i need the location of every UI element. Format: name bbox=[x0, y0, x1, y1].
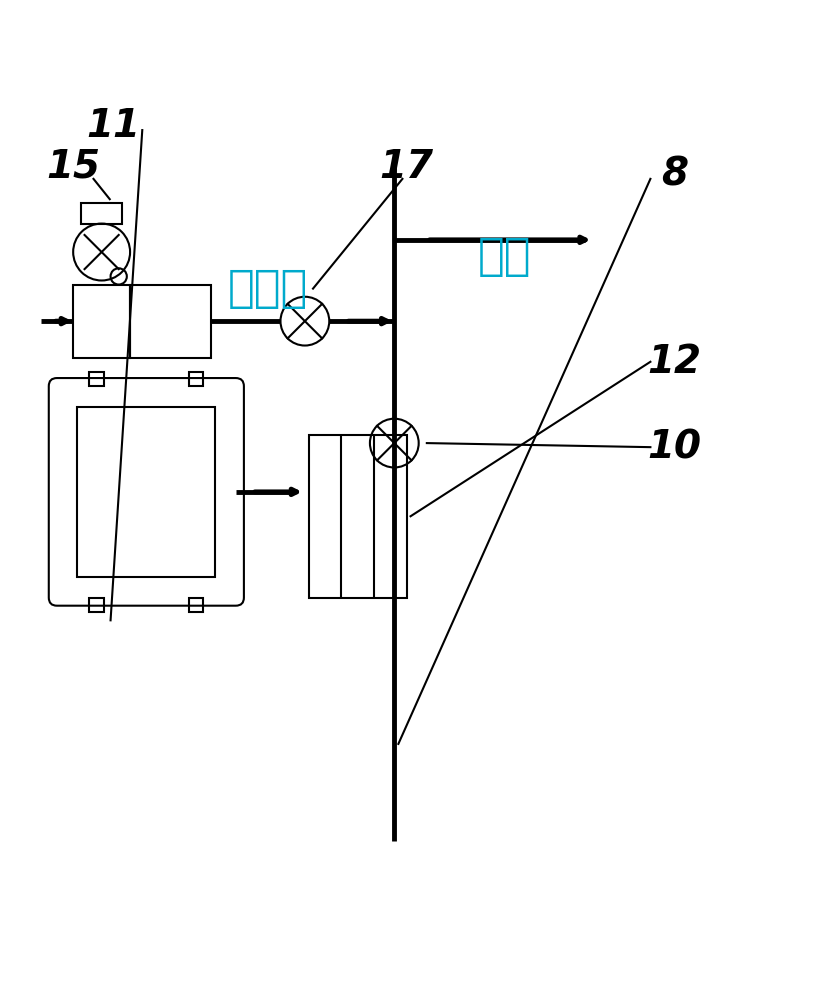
Text: 11: 11 bbox=[87, 107, 141, 145]
Bar bbox=[77, 407, 215, 577]
Bar bbox=[89, 598, 104, 612]
Text: 冷却水: 冷却水 bbox=[228, 267, 308, 310]
Text: 10: 10 bbox=[648, 428, 702, 466]
Text: 热水: 热水 bbox=[477, 235, 531, 278]
Text: 8: 8 bbox=[661, 156, 689, 194]
Bar bbox=[189, 598, 203, 612]
Bar bbox=[130, 285, 211, 358]
Bar bbox=[189, 372, 203, 386]
Text: 12: 12 bbox=[648, 343, 702, 381]
Text: 15: 15 bbox=[46, 148, 100, 186]
Bar bbox=[89, 372, 104, 386]
Text: 17: 17 bbox=[380, 148, 433, 186]
Bar bbox=[309, 435, 406, 598]
Bar bbox=[81, 203, 122, 224]
Bar bbox=[73, 285, 130, 358]
